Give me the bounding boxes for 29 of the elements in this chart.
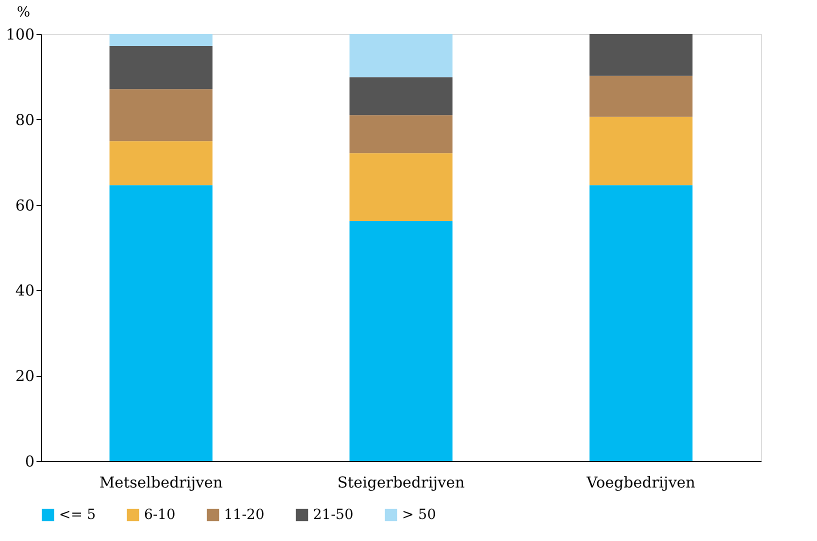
bar — [110, 185, 212, 461]
bar — [350, 115, 452, 154]
legend-label: 11-20 — [224, 507, 264, 523]
x-tick-label: Steigerbedrijven — [337, 474, 466, 492]
y-tick-label: 100 — [6, 26, 34, 44]
bar — [110, 34, 212, 46]
bar — [110, 89, 212, 142]
legend-label: <= 5 — [59, 507, 96, 523]
legend-label: 6-10 — [144, 507, 176, 523]
bar — [590, 185, 692, 461]
bar — [590, 116, 692, 186]
legend-label: 21-50 — [313, 507, 354, 523]
y-tick-label: 40 — [15, 282, 34, 300]
y-tick-label: 60 — [15, 196, 34, 214]
y-tick-label: 80 — [15, 110, 34, 129]
legend-label: > 50 — [402, 507, 436, 523]
bar — [350, 153, 452, 222]
y-tick-label: 20 — [15, 367, 34, 386]
x-tick-label: Metselbedrijven — [99, 474, 224, 492]
bar — [110, 46, 212, 90]
bar — [590, 34, 692, 76]
bar — [350, 221, 452, 461]
y-axis-title: % — [16, 4, 30, 20]
bar — [350, 77, 452, 116]
bar — [590, 76, 692, 117]
x-tick-label: Voegbedrijven — [586, 474, 696, 492]
bar — [350, 34, 452, 78]
bar — [110, 141, 212, 186]
y-tick-label: 0 — [24, 452, 34, 470]
